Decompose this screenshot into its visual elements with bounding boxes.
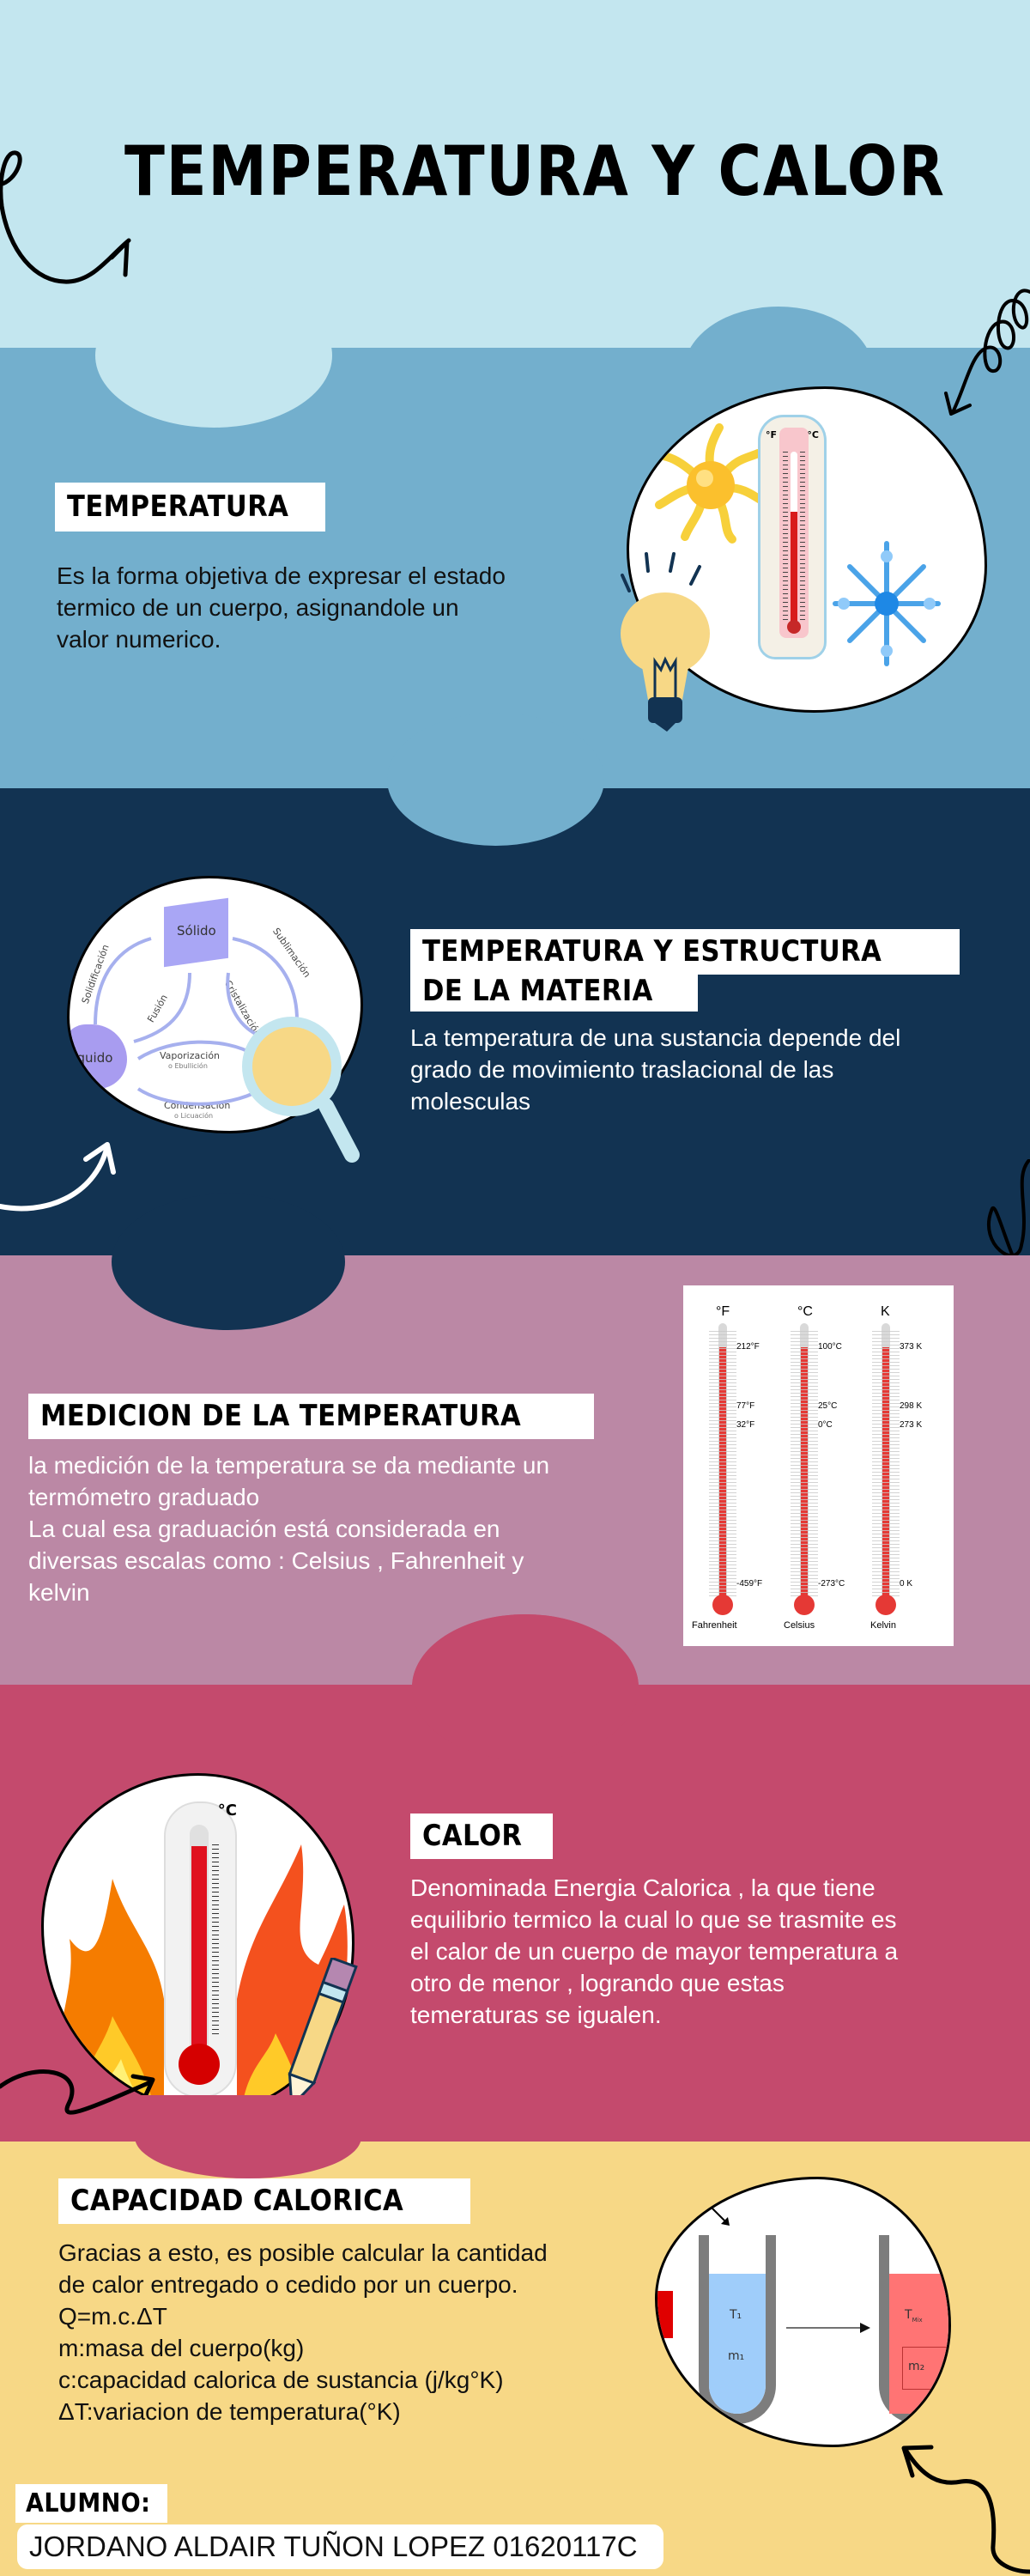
wall-thermometer: °F °C (758, 415, 827, 659)
thermometer-celsius: °C 100°C 25°C 0°C -273°C Celsius (784, 1304, 845, 1631)
calorimeter-diagram: T₁ m₁ TMix m₂ (655, 2177, 951, 2447)
black-arrow-icon (0, 2069, 155, 2115)
decor-bump (412, 1614, 639, 1760)
thermometer-kelvin: K 373 K 298 K 273 K 0 K Kelvin (870, 1304, 923, 1631)
liquid-blob (70, 1024, 127, 1089)
thermometer-fahrenheit: °F 212°F 77°F 32°F -459°F Fahrenheit (692, 1304, 763, 1631)
estructura-description: La temperatura de una sustancia depende … (410, 1024, 901, 1115)
decor-bump (95, 283, 332, 428)
decor-bump (387, 713, 604, 846)
page-title: TEMPERATURA Y CALOR (124, 131, 946, 211)
right-arrow-icon (786, 2323, 870, 2333)
white-arrow-icon (0, 1142, 116, 1212)
section-heading-calor: CALOR (410, 1814, 553, 1859)
section-heading-temperatura: TEMPERATURA (55, 483, 326, 532)
temperatura-description: Es la forma objetiva de expresar el esta… (57, 562, 506, 653)
pencil-icon (288, 1958, 358, 2110)
scales-thermometer-image: °F 212°F 77°F 32°F -459°F Fahrenheit °C … (683, 1285, 954, 1646)
student-label: ALUMNO: (15, 2484, 167, 2523)
section-heading-estructura: TEMPERATURA Y ESTRUCTURA (410, 929, 960, 975)
arrow-pointer-icon (710, 2206, 730, 2226)
lightbulb-icon (621, 552, 710, 732)
squiggle-icon (987, 1159, 1030, 1290)
magnifier-icon (242, 1017, 360, 1163)
decor-bump (135, 2095, 361, 2178)
decor-bump (112, 1194, 345, 1330)
red-thermometer: °C (164, 1801, 237, 2098)
coil-arrow-icon (944, 289, 1030, 416)
heat-formula: Q=m.c.ΔT (58, 2303, 167, 2330)
sun-icon (655, 423, 766, 544)
calor-description: Denominada Energia Calorica , la que tie… (410, 1874, 899, 2028)
section-heading-estructura-line2: DE LA MATERIA (410, 973, 698, 1012)
student-name: JORDANO ALDAIR TUÑON LOPEZ 01620117C (17, 2524, 663, 2569)
medicion-description: la medición de la temperatura se da medi… (28, 1452, 550, 1606)
section-heading-capacidad: CAPACIDAD CALORICA (58, 2178, 470, 2224)
section-heading-medicion: MEDICION DE LA TEMPERATURA (28, 1394, 594, 1439)
snowflake-icon (833, 541, 941, 666)
wavy-arrow-icon (901, 2445, 1030, 2574)
tmix-label: TMix (905, 2308, 923, 2324)
calor-illustration: °C (41, 1773, 354, 2112)
curly-arrow-icon (0, 150, 131, 284)
capacidad-description: Gracias a esto, es posible calcular la c… (58, 2239, 548, 2425)
